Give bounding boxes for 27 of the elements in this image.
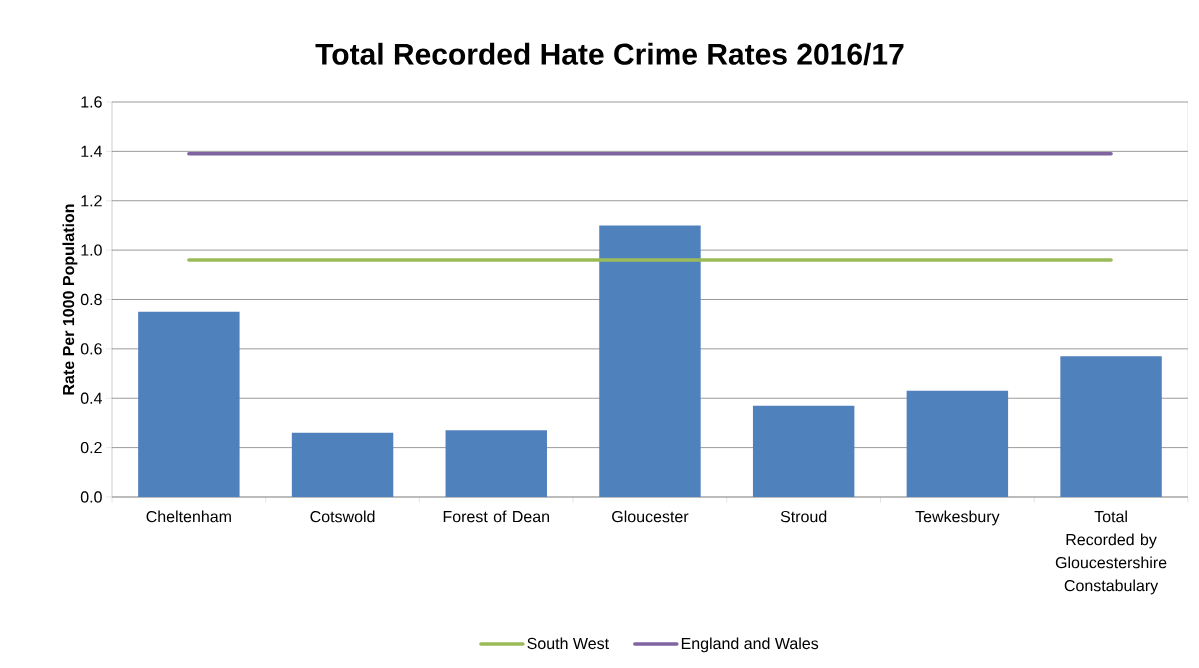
chart-title: Total Recorded Hate Crime Rates 2016/17 xyxy=(315,42,904,66)
legend-label: South West xyxy=(527,637,609,650)
y-tick-label: 1.6 xyxy=(81,96,102,108)
bar xyxy=(291,432,394,497)
y-tick-label: 1.2 xyxy=(81,195,102,207)
bar xyxy=(445,430,547,497)
x-tick-label: Gloucester xyxy=(612,510,689,523)
y-tick-label: 1.4 xyxy=(81,145,102,157)
bar xyxy=(138,311,240,497)
x-tick-label: Cheltenham xyxy=(146,510,231,523)
bar xyxy=(906,390,1009,497)
y-tick-label: 0.4 xyxy=(80,392,102,404)
y-tick-label: 0.8 xyxy=(80,293,102,306)
y-tick-label: 0.0 xyxy=(80,491,102,503)
x-tick-label: Total Recorded by Gloucestershire Constabulary xyxy=(1055,510,1167,595)
x-tick-label: Stroud xyxy=(780,510,827,523)
y-tick-label: 1.0 xyxy=(81,244,102,256)
bar xyxy=(599,225,701,497)
x-tick-label: Tewkesbury xyxy=(915,510,1000,526)
bar xyxy=(752,405,855,497)
y-axis-title: Rate Per 1000 Population xyxy=(62,204,78,395)
legend-label: England and Wales xyxy=(681,637,819,653)
y-tick-label: 0.2 xyxy=(80,441,102,454)
x-tick-label: Forest of Dean xyxy=(443,510,549,523)
x-tick-label: Cotswold xyxy=(310,510,375,523)
y-tick-label: 0.6 xyxy=(80,343,102,355)
bar xyxy=(1060,356,1162,497)
